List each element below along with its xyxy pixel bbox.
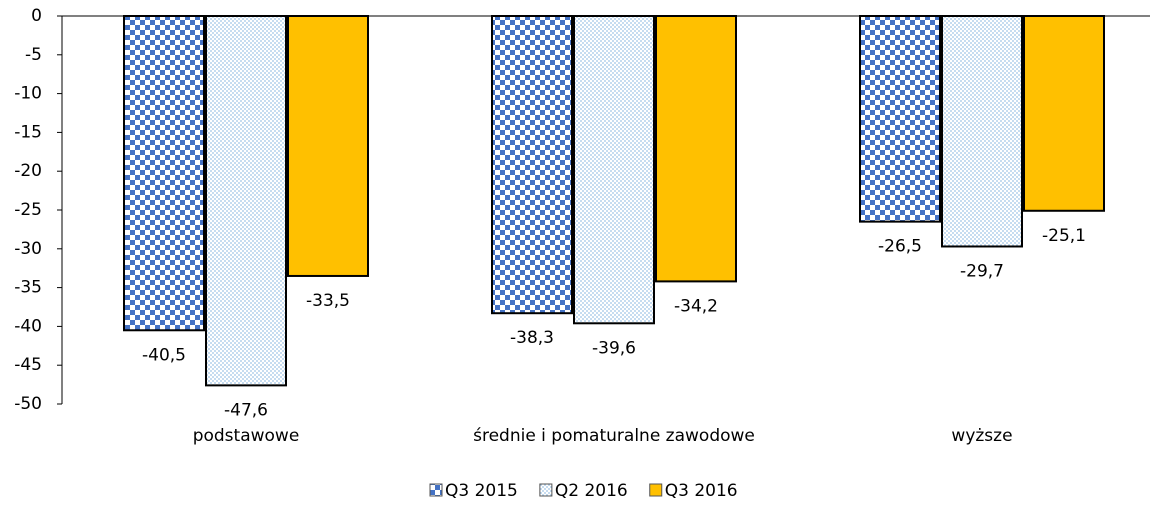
x-tick-label: podstawowe — [193, 426, 300, 446]
y-tick-label: -50 — [14, 394, 42, 414]
legend-label: Q3 2016 — [665, 481, 738, 501]
y-tick-label: -30 — [14, 239, 42, 259]
y-tick-label: -20 — [14, 161, 42, 181]
bar — [287, 15, 369, 277]
x-tick-label: wyższe — [951, 426, 1012, 446]
bar — [1023, 15, 1105, 212]
y-tick-label: -40 — [14, 316, 42, 336]
value-label: -34,2 — [674, 296, 718, 316]
bar — [123, 15, 205, 332]
bar — [941, 15, 1023, 248]
bar — [655, 15, 737, 283]
value-label: -47,6 — [224, 400, 268, 420]
y-tick-label: 0 — [31, 6, 42, 26]
bar — [573, 15, 655, 325]
value-label: -40,5 — [142, 345, 186, 365]
y-tick-label: -25 — [14, 200, 42, 220]
value-label: -25,1 — [1042, 226, 1086, 246]
x-tick-label: średnie i pomaturalne zawodowe — [473, 426, 755, 446]
bar — [205, 15, 287, 387]
value-label: -29,7 — [960, 261, 1004, 281]
value-label: -26,5 — [878, 237, 922, 257]
legend-label: Q3 2015 — [445, 481, 518, 501]
bar — [859, 15, 941, 223]
y-tick-label: -10 — [14, 84, 42, 104]
legend-swatch — [539, 483, 553, 497]
y-tick-label: -5 — [25, 45, 42, 65]
legend-swatch — [429, 483, 443, 497]
legend-label: Q2 2016 — [555, 481, 628, 501]
value-label: -38,3 — [510, 328, 554, 348]
y-tick-label: -15 — [14, 122, 42, 142]
legend-swatch — [649, 483, 663, 497]
y-tick-label: -35 — [14, 278, 42, 298]
value-label: -39,6 — [592, 338, 636, 358]
y-tick-label: -45 — [14, 355, 42, 375]
value-label: -33,5 — [306, 291, 350, 311]
bar — [491, 15, 573, 315]
